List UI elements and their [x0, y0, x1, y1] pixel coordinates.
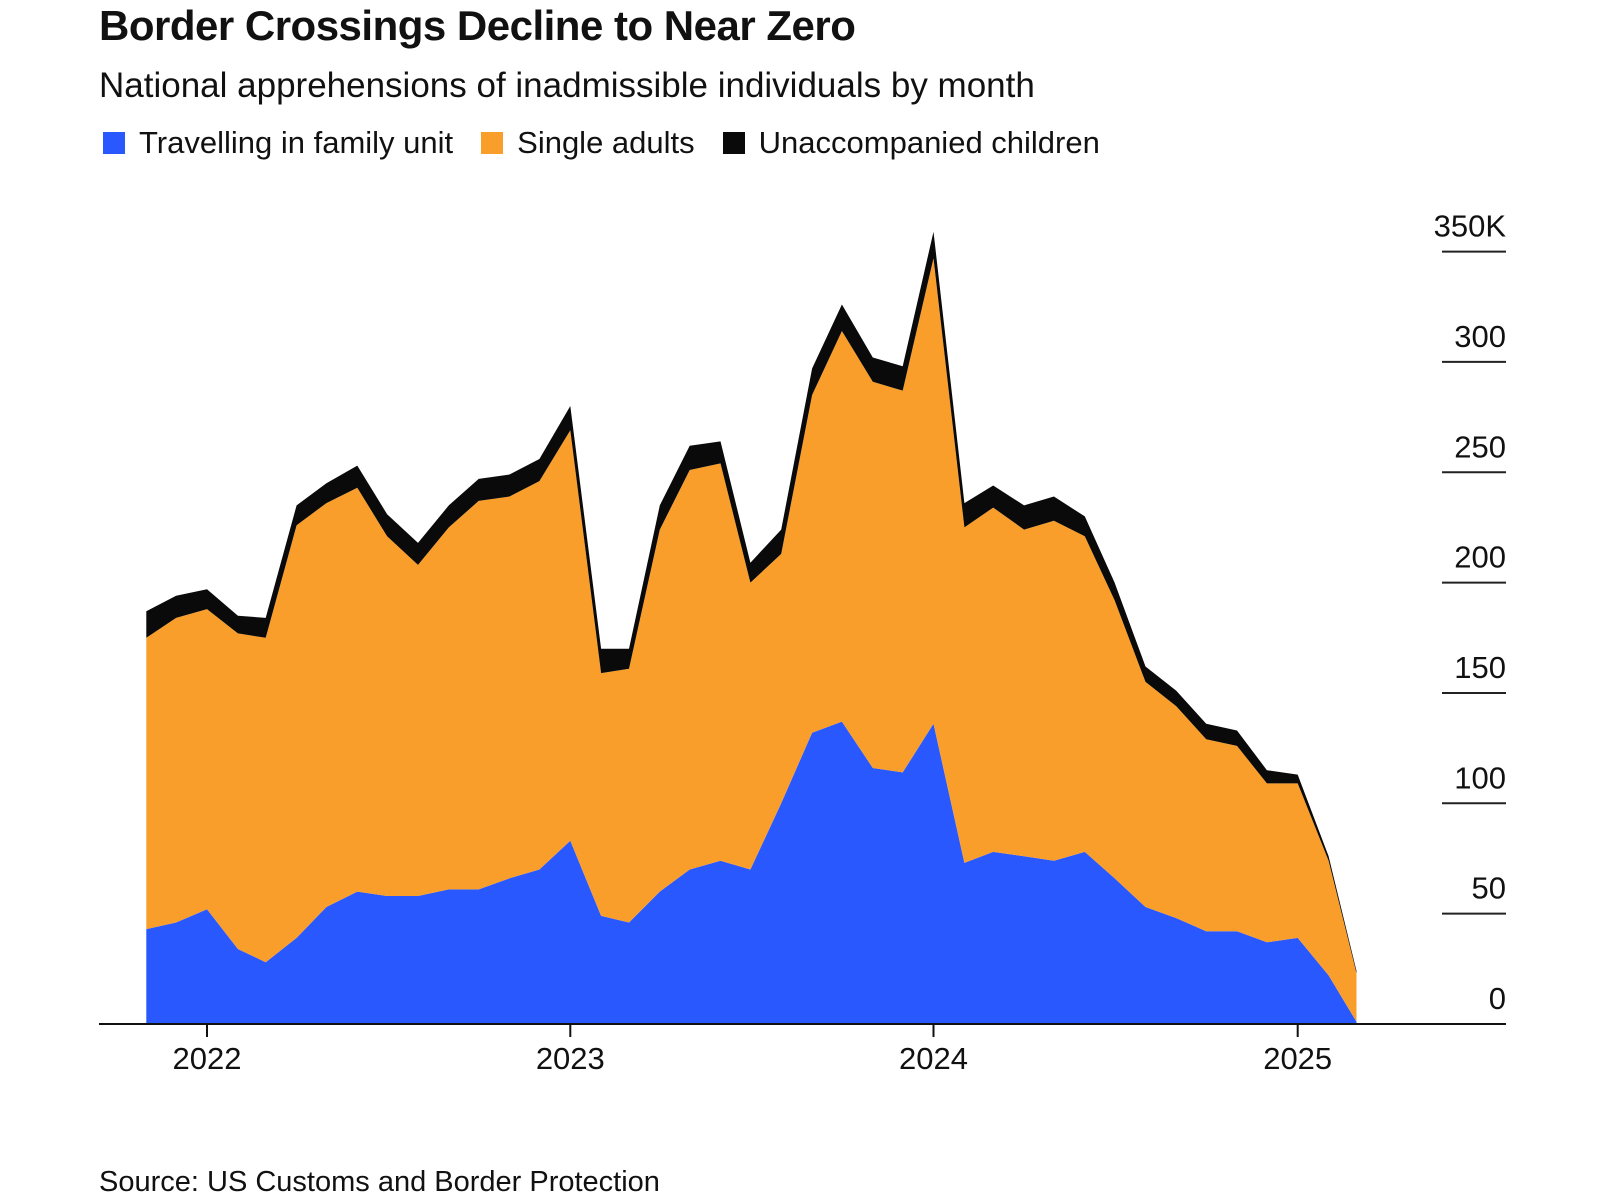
y-tick-label-100: 100	[1454, 760, 1506, 795]
source-note: Source: US Customs and Border Protection	[99, 1166, 660, 1198]
y-tick-label-250: 250	[1454, 429, 1506, 464]
legend-label-unaccompanied-children: Unaccompanied children	[758, 125, 1100, 160]
area-travelling-in-family-unit	[146, 721, 1357, 1024]
y-tick-label-0: 0	[1489, 981, 1506, 1016]
legend-label-family-unit: Travelling in family unit	[139, 125, 454, 160]
y-tick-label-200: 200	[1454, 540, 1506, 575]
x-tick-label-2024: 2024	[899, 1041, 968, 1076]
y-axis: 0 50 100 150 200 250 300 350K	[1434, 209, 1507, 1016]
legend-swatch-single-adults	[481, 132, 504, 154]
x-axis: 2022 2023 2024 2025	[99, 1023, 1506, 1076]
chart-subtitle: National apprehensions of inadmissible i…	[99, 66, 1035, 105]
legend-swatch-unaccompanied-children	[722, 132, 745, 154]
legend-label-single-adults: Single adults	[517, 125, 695, 160]
y-tick-label-350: 350K	[1434, 209, 1507, 244]
y-tick-label-50: 50	[1472, 871, 1506, 906]
y-tick-label-300: 300	[1454, 319, 1506, 354]
legend: Travelling in family unit Single adults …	[103, 125, 1128, 161]
legend-swatch-family-unit	[103, 132, 125, 154]
x-tick-label-2023: 2023	[536, 1041, 605, 1076]
y-tick-label-150: 150	[1454, 650, 1506, 685]
legend-item-single-adults: Single adults	[481, 125, 695, 161]
area-single-adults	[146, 258, 1357, 1022]
x-tick-label-2025: 2025	[1263, 1041, 1332, 1076]
chart-title: Border Crossings Decline to Near Zero	[99, 2, 856, 49]
area-series-group	[146, 231, 1357, 1024]
x-tick-label-2022: 2022	[173, 1041, 242, 1076]
legend-item-family-unit: Travelling in family unit	[103, 125, 453, 161]
legend-item-unaccompanied-children: Unaccompanied children	[722, 125, 1100, 161]
